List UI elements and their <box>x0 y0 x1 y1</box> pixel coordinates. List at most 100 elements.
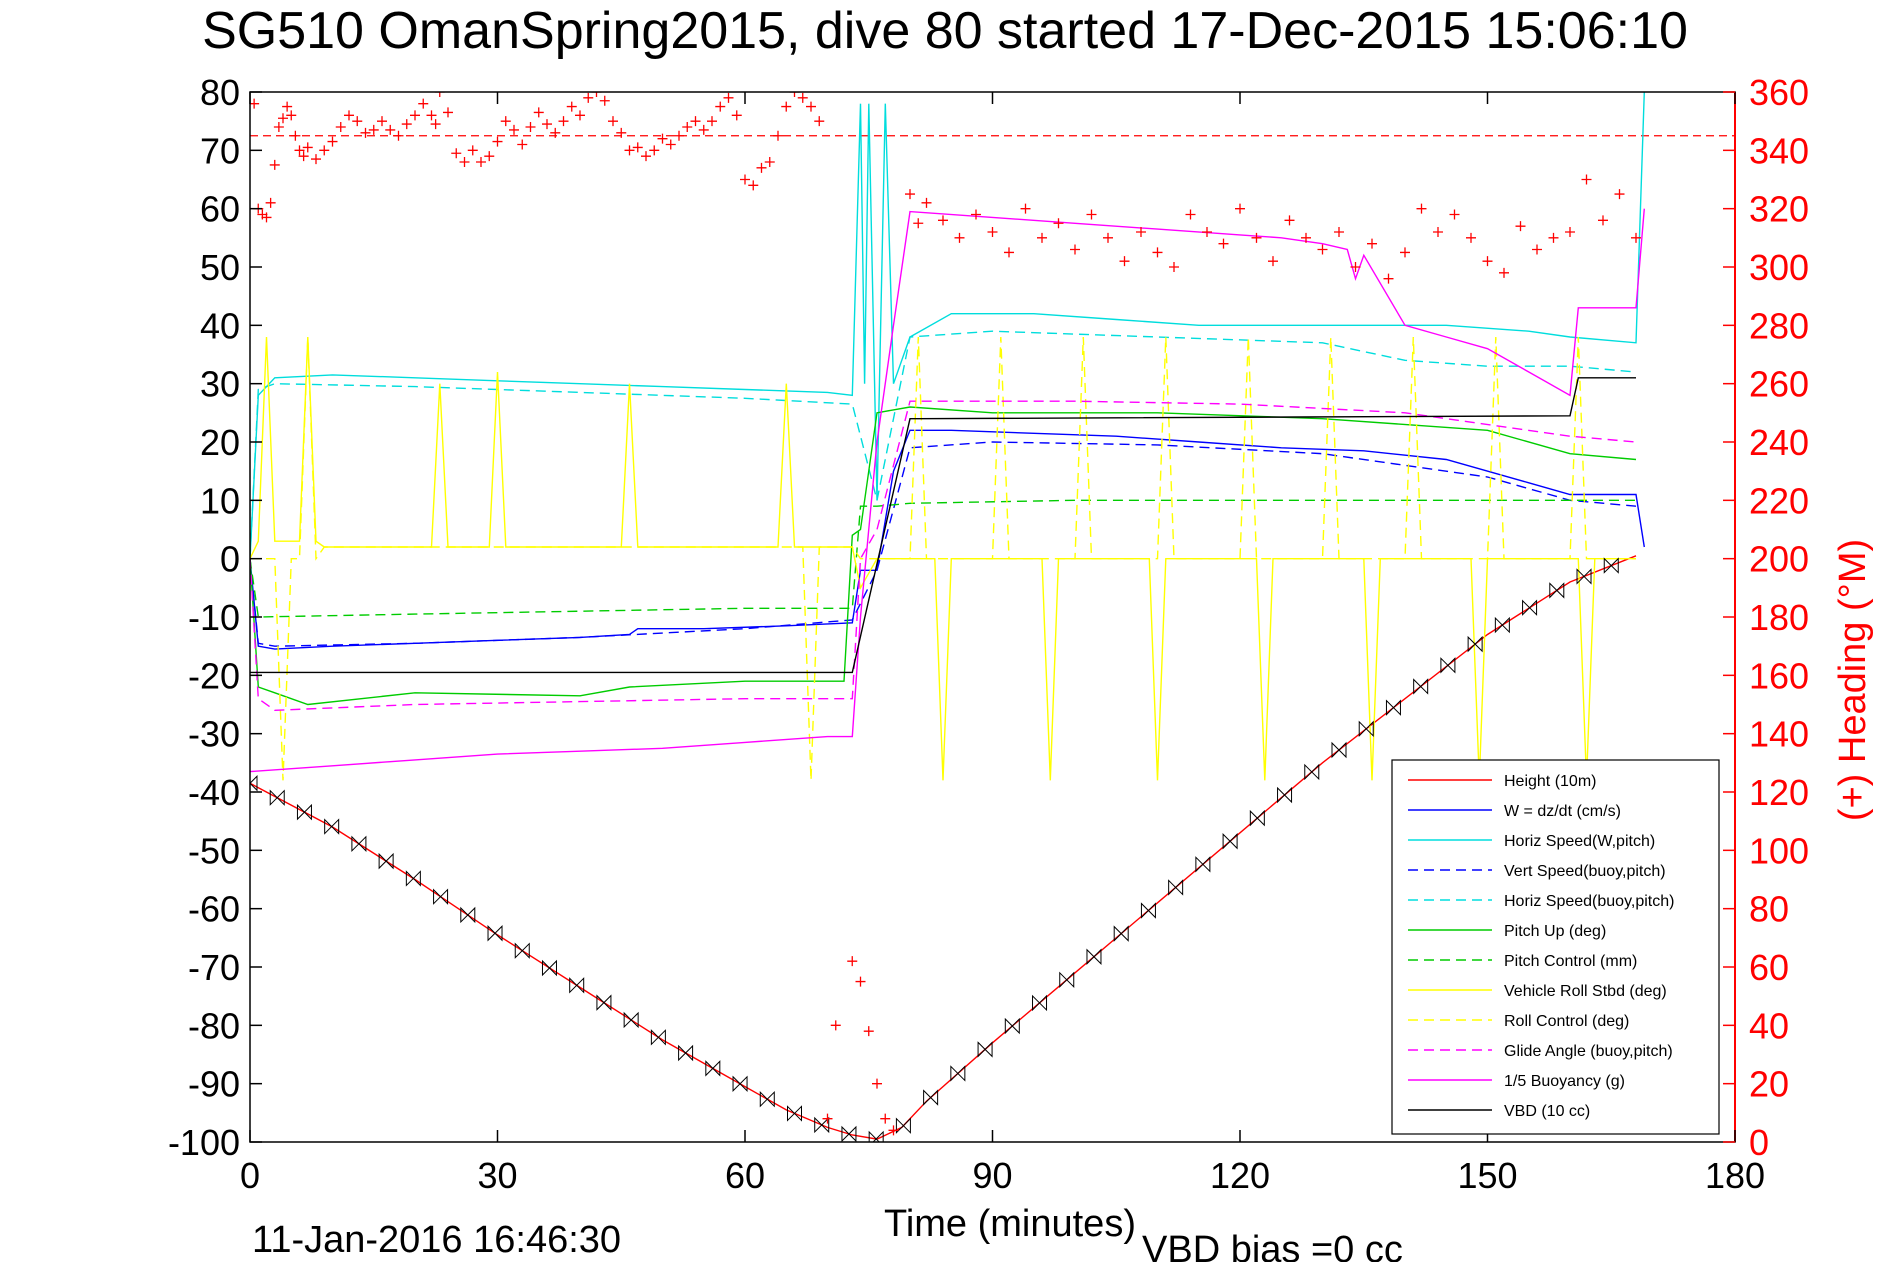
height-marker <box>787 1105 802 1122</box>
heading-point <box>1548 232 1559 243</box>
height-marker <box>1522 599 1538 616</box>
heading-point <box>566 101 577 112</box>
heading-point <box>401 119 412 130</box>
series-line-7 <box>250 499 1636 618</box>
legend-label: Glide Angle (buoy,pitch) <box>1504 1043 1673 1060</box>
right-y-tick-label: 300 <box>1749 247 1809 288</box>
heading-point <box>1004 247 1014 258</box>
heading-point <box>250 98 260 109</box>
right-y-tick-label: 80 <box>1749 889 1789 930</box>
height-marker <box>378 852 394 870</box>
heading-point <box>880 1113 891 1124</box>
heading-point <box>533 107 544 118</box>
heading-point <box>282 101 293 112</box>
heading-point <box>863 1026 874 1037</box>
right-y-tick-label: 120 <box>1749 772 1809 813</box>
heading-point <box>1202 227 1212 237</box>
heading-point <box>1383 273 1394 284</box>
heading-point <box>1185 209 1196 220</box>
heading-point <box>624 145 635 156</box>
y-tick-label: 10 <box>200 480 240 521</box>
height-marker <box>1168 879 1184 896</box>
height-marker <box>1086 948 1102 965</box>
heading-point <box>748 180 759 191</box>
height-marker <box>623 1011 639 1029</box>
heading-point <box>1598 215 1608 226</box>
plot-area: 0 30 60 90 120 150 180-100-90-80-70-60-50-40-3… <box>168 72 1809 1196</box>
heading-point <box>764 157 775 167</box>
heading-point <box>261 212 272 223</box>
legend-label: Roll Control (deg) <box>1504 1013 1629 1030</box>
height-marker <box>1358 720 1374 738</box>
heading-point <box>797 92 808 103</box>
right-y-tick-label: 0 <box>1749 1122 1769 1163</box>
heading-point <box>368 124 379 135</box>
heading-markers <box>250 92 1641 1136</box>
heading-point <box>311 154 321 165</box>
heading-point <box>426 110 437 121</box>
heading-point <box>1218 238 1229 249</box>
height-marker <box>1032 994 1048 1012</box>
heading-point <box>575 110 585 121</box>
height-marker <box>541 959 557 977</box>
heading-point <box>921 197 932 208</box>
vbd-bias-note: VBD bias =0 cc <box>1142 1229 1403 1262</box>
legend-label: Height (10m) <box>1504 773 1596 790</box>
heading-point <box>847 956 858 967</box>
heading-point <box>872 1078 882 1089</box>
heading-point <box>1020 203 1031 214</box>
chart-title: SG510 OmanSpring2015, dive 80 started 17… <box>202 2 1688 60</box>
heading-point <box>1433 227 1443 237</box>
heading-point <box>542 119 552 130</box>
heading-point <box>298 151 309 162</box>
height-marker <box>1331 741 1347 759</box>
heading-point <box>690 116 701 127</box>
right-y-tick-label: 200 <box>1749 539 1809 580</box>
right-y-tick-label: 280 <box>1749 305 1809 346</box>
y-tick-label: -10 <box>188 597 240 638</box>
height-marker <box>250 775 258 792</box>
x-tick-label: 0 <box>240 1155 260 1196</box>
heading-point <box>1070 244 1080 255</box>
height-marker <box>841 1125 857 1142</box>
heading-point <box>302 142 313 153</box>
series-line-9 <box>250 336 1636 781</box>
height-markers <box>250 557 1619 1142</box>
heading-point <box>1301 232 1311 243</box>
y-tick-label: -80 <box>188 1005 240 1046</box>
heading-point <box>476 157 486 167</box>
series-line-6 <box>250 406 1637 706</box>
heading-point <box>1152 247 1163 258</box>
series-line-11 <box>250 208 1645 773</box>
y-tick-label: 0 <box>220 539 240 580</box>
heading-point <box>377 116 387 127</box>
heading-point <box>1400 247 1410 258</box>
heading-point <box>1268 256 1278 267</box>
x-tick-label: 120 <box>1210 1155 1270 1196</box>
heading-point <box>1631 232 1641 243</box>
heading-point <box>517 139 528 150</box>
y-tick-label: 70 <box>200 130 240 171</box>
x-axis-label: Time (minutes) <box>884 1203 1136 1245</box>
series-line-5 <box>250 330 1637 559</box>
height-marker <box>732 1075 748 1092</box>
height-marker <box>1467 635 1483 653</box>
heading-point <box>938 215 948 226</box>
legend-label: Horiz Speed(W,pitch) <box>1504 833 1655 850</box>
heading-point <box>707 116 717 127</box>
height-marker <box>324 818 340 835</box>
heading-point <box>905 189 915 200</box>
heading-point <box>608 116 618 127</box>
height-marker <box>1440 657 1456 674</box>
heading-point <box>888 1125 899 1136</box>
legend-label: Pitch Up (deg) <box>1504 923 1606 940</box>
heading-point <box>649 145 660 156</box>
timestamp-footer: 11-Jan-2016 16:46:30 <box>252 1219 621 1261</box>
right-y-tick-label: 360 <box>1749 72 1809 113</box>
height-marker <box>814 1116 830 1134</box>
right-y-tick-label: 240 <box>1749 422 1809 463</box>
height-marker <box>514 942 530 959</box>
heading-point <box>484 151 495 162</box>
heading-point <box>641 151 651 162</box>
series-line-12 <box>250 377 1636 674</box>
